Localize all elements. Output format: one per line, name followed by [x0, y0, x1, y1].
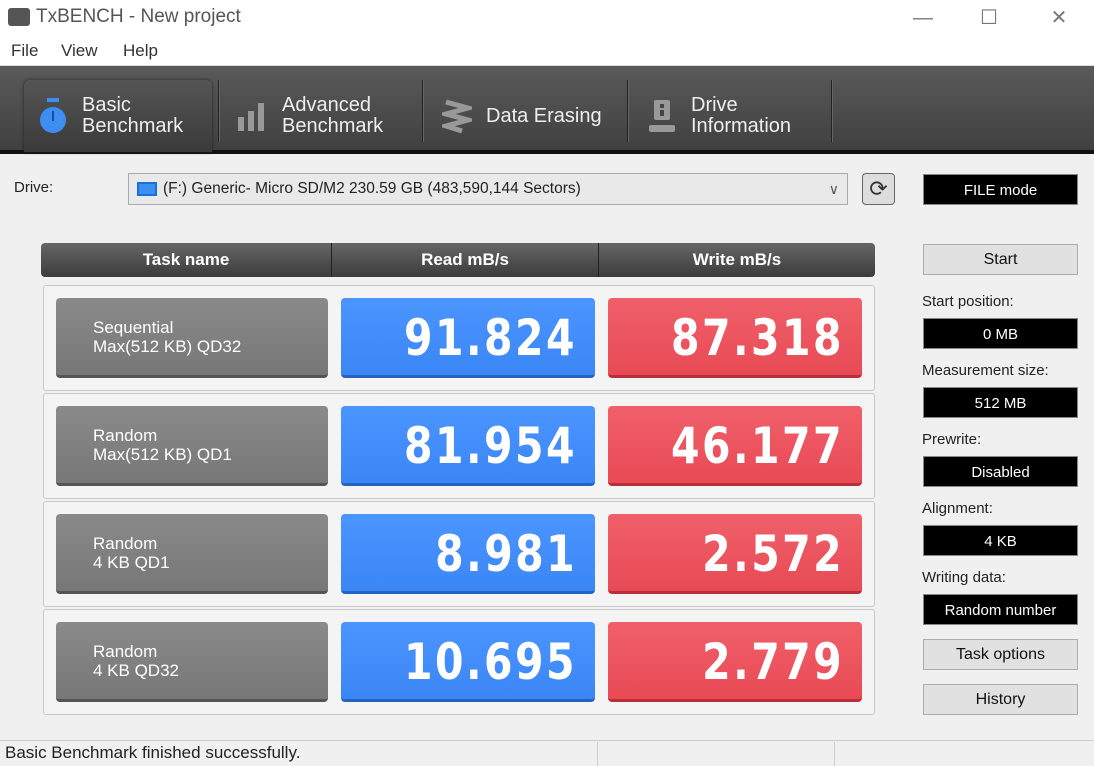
status-bar: Basic Benchmark finished successfully.: [0, 740, 1094, 766]
task-detail: 4 KB QD1: [93, 553, 170, 572]
window-title: TxBENCH - New project: [36, 6, 241, 27]
status-divider: [597, 742, 598, 766]
close-button[interactable]: ✕: [1050, 7, 1068, 29]
drive-select[interactable]: (F:) Generic- Micro SD/M2 230.59 GB (483…: [128, 173, 848, 205]
task-random-4k-qd32-button[interactable]: Random 4 KB QD32: [56, 622, 328, 702]
eraser-icon: [440, 97, 474, 135]
divider: [218, 80, 220, 142]
toolbar: Basic Benchmark Advanced Benchmark Data Er…: [0, 66, 1094, 154]
write-result: 2.779: [608, 622, 862, 702]
start-position-label: Start position:: [922, 293, 1014, 310]
status-text: Basic Benchmark finished successfully.: [5, 743, 301, 762]
header-task-name: Task name: [41, 243, 332, 277]
menu-view[interactable]: View: [61, 41, 98, 60]
history-button[interactable]: History: [923, 684, 1078, 715]
divider: [831, 80, 833, 142]
menu-bar: File View Help: [0, 36, 1094, 66]
table-row: Random 4 KB QD1 8.981 2.572: [43, 501, 875, 607]
writing-data-field[interactable]: Random number: [923, 594, 1078, 625]
refresh-button[interactable]: ⟳: [862, 173, 895, 205]
tab-label: Data Erasing: [486, 104, 602, 127]
tab-label: Advanced: [282, 94, 371, 116]
divider: [422, 80, 424, 142]
header-read: Read mB/s: [332, 243, 599, 277]
task-options-button[interactable]: Task options: [923, 639, 1078, 670]
table-header: Task name Read mB/s Write mB/s: [41, 243, 875, 277]
prewrite-field[interactable]: Disabled: [923, 456, 1078, 487]
read-result: 91.824: [341, 298, 595, 378]
task-sequential-qd32-button[interactable]: Sequential Max(512 KB) QD32: [56, 298, 328, 378]
tab-drive-information[interactable]: Drive Information: [633, 80, 829, 152]
drive-label: Drive:: [14, 179, 54, 196]
read-result: 10.695: [341, 622, 595, 702]
menu-file[interactable]: File: [11, 41, 39, 60]
task-random-max-qd1-button[interactable]: Random Max(512 KB) QD1: [56, 406, 328, 486]
title-bar: TxBENCH - New project — ☐ ✕: [0, 0, 1094, 36]
alignment-field[interactable]: 4 KB: [923, 525, 1078, 556]
measurement-size-label: Measurement size:: [922, 362, 1049, 379]
app-icon: [8, 8, 30, 26]
divider: [627, 80, 629, 142]
task-name: Sequential: [93, 318, 174, 337]
maximize-button[interactable]: ☐: [980, 7, 998, 29]
menu-help[interactable]: Help: [123, 41, 158, 60]
bar-chart-icon: [236, 97, 270, 135]
minimize-button[interactable]: —: [913, 7, 933, 29]
task-random-4k-qd1-button[interactable]: Random 4 KB QD1: [56, 514, 328, 594]
write-result: 87.318: [608, 298, 862, 378]
table-row: Random Max(512 KB) QD1 81.954 46.177: [43, 393, 875, 499]
task-detail: Max(512 KB) QD32: [93, 337, 242, 356]
task-detail: Max(512 KB) QD1: [93, 445, 232, 464]
tab-basic-benchmark[interactable]: Basic Benchmark: [24, 80, 212, 152]
header-write: Write mB/s: [692, 250, 782, 269]
tab-data-erasing[interactable]: Data Erasing: [428, 80, 624, 152]
tab-advanced-benchmark[interactable]: Advanced Benchmark: [224, 80, 420, 152]
start-position-field[interactable]: 0 MB: [923, 318, 1078, 349]
drive-icon: [137, 182, 157, 196]
tab-label: Benchmark: [282, 115, 384, 137]
measurement-size-field[interactable]: 512 MB: [923, 387, 1078, 418]
mode-indicator[interactable]: FILE mode: [923, 174, 1078, 205]
table-row: Sequential Max(512 KB) QD32 91.824 87.318: [43, 285, 875, 391]
status-divider: [834, 742, 835, 766]
chevron-down-icon: ∨: [828, 181, 839, 197]
writing-data-label: Writing data:: [922, 569, 1006, 586]
tab-label: Drive: [691, 94, 738, 116]
stopwatch-icon: [36, 97, 70, 135]
task-name: Random: [93, 534, 158, 553]
task-name: Random: [93, 426, 158, 445]
drive-info-icon: [645, 97, 679, 135]
alignment-label: Alignment:: [922, 500, 993, 517]
read-result: 81.954: [341, 406, 595, 486]
tab-label: Basic: [82, 94, 131, 116]
write-result: 2.572: [608, 514, 862, 594]
table-row: Random 4 KB QD32 10.695 2.779: [43, 609, 875, 715]
task-name: Random: [93, 642, 158, 661]
write-result: 46.177: [608, 406, 862, 486]
start-button[interactable]: Start: [923, 244, 1078, 275]
refresh-icon: ⟳: [869, 176, 888, 201]
tab-label: Information: [691, 115, 792, 137]
task-detail: 4 KB QD32: [93, 661, 179, 680]
tab-label: Benchmark: [82, 115, 184, 137]
drive-value: (F:) Generic- Micro SD/M2 230.59 GB (483…: [163, 180, 581, 197]
read-result: 8.981: [341, 514, 595, 594]
prewrite-label: Prewrite:: [922, 431, 982, 448]
